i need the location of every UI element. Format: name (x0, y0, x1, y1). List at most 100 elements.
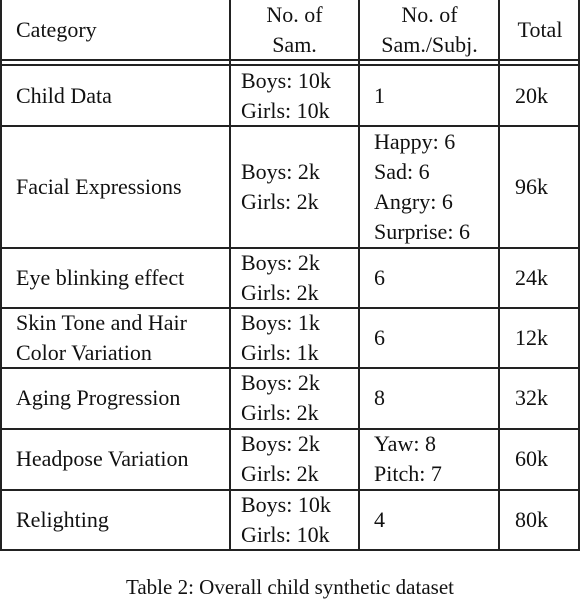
row-total: 24k (500, 248, 580, 308)
samples-boys: Boys: 10k (241, 68, 331, 93)
row-total: 32k (500, 368, 580, 428)
category-text: Facial Expressions (16, 174, 182, 199)
row-category: Facial Expressions (0, 126, 230, 248)
row-samples: Boys: 2k Girls: 2k (230, 428, 359, 490)
header-samples-line: No. of (266, 2, 323, 27)
samples-girls: Girls: 2k (241, 461, 319, 486)
row-samples: Boys: 2k Girls: 2k (230, 126, 359, 248)
column-divider (578, 0, 580, 551)
samples-girls: Girls: 10k (241, 98, 330, 123)
row-total: 96k (500, 126, 580, 248)
category-text: Skin Tone and Hair (16, 310, 187, 335)
row-category: Eye blinking effect (0, 248, 230, 308)
total-value: 32k (515, 385, 548, 410)
header-total: Total (500, 0, 580, 60)
header-category-label: Category (16, 17, 97, 42)
column-divider (0, 0, 2, 551)
samples-boys: Boys: 2k (241, 159, 320, 184)
row-samples: Boys: 2k Girls: 2k (230, 248, 359, 308)
row-per-subject: Yaw: 8 Pitch: 7 (359, 428, 500, 490)
header-sps-line: Sam./Subj. (381, 32, 478, 57)
column-divider (229, 0, 231, 551)
samples-girls: Girls: 10k (241, 522, 330, 547)
per-subject-value: Surprise: 6 (374, 219, 470, 244)
row-category: Headpose Variation (0, 428, 230, 490)
row-divider (0, 367, 580, 369)
row-category: Relighting (0, 490, 230, 550)
per-subject-value: 4 (374, 507, 385, 532)
row-samples: Boys: 10k Girls: 10k (230, 66, 359, 126)
samples-girls: Girls: 1k (241, 340, 319, 365)
column-divider (498, 0, 500, 551)
row-category: Child Data (0, 66, 230, 126)
per-subject-value: Sad: 6 (374, 159, 430, 184)
row-category: Skin Tone and Hair Color Variation (0, 308, 230, 368)
per-subject-value: Angry: 6 (374, 189, 453, 214)
row-samples: Boys: 10k Girls: 10k (230, 490, 359, 550)
per-subject-value: Pitch: 7 (374, 461, 442, 486)
category-text: Relighting (16, 507, 109, 532)
header-rule-bottom (0, 64, 580, 66)
row-divider (0, 247, 580, 249)
header-samples-line: Sam. (272, 32, 317, 57)
row-total: 20k (500, 66, 580, 126)
total-value: 24k (515, 265, 548, 290)
table-row: Relighting Boys: 10k Girls: 10k 4 80k (0, 490, 580, 550)
header-rule-top (0, 59, 580, 61)
category-text: Headpose Variation (16, 446, 189, 471)
samples-boys: Boys: 2k (241, 431, 320, 456)
total-value: 80k (515, 507, 548, 532)
total-value: 20k (515, 83, 548, 108)
samples-boys: Boys: 1k (241, 310, 320, 335)
row-divider (0, 125, 580, 127)
per-subject-value: 6 (374, 325, 385, 350)
header-samples-per-subject: No. of Sam./Subj. (359, 0, 500, 60)
row-per-subject: Happy: 6 Sad: 6 Angry: 6 Surprise: 6 (359, 126, 500, 248)
table-row: Child Data Boys: 10k Girls: 10k 1 20k (0, 66, 580, 126)
row-per-subject: 4 (359, 490, 500, 550)
table-row: Skin Tone and Hair Color Variation Boys:… (0, 308, 580, 368)
row-total: 80k (500, 490, 580, 550)
category-text: Color Variation (16, 340, 152, 365)
total-value: 60k (515, 446, 548, 471)
row-samples: Boys: 1k Girls: 1k (230, 308, 359, 368)
header-sps-line: No. of (401, 2, 458, 27)
table-row: Facial Expressions Boys: 2k Girls: 2k Ha… (0, 126, 580, 248)
row-divider (0, 307, 580, 309)
samples-girls: Girls: 2k (241, 189, 319, 214)
samples-girls: Girls: 2k (241, 400, 319, 425)
category-text: Eye blinking effect (16, 265, 185, 290)
table-bottom-rule (0, 549, 580, 551)
per-subject-value: Happy: 6 (374, 129, 456, 154)
column-divider (358, 0, 360, 551)
category-text: Aging Progression (16, 385, 181, 410)
row-total: 60k (500, 428, 580, 490)
row-per-subject: 6 (359, 308, 500, 368)
row-per-subject: 6 (359, 248, 500, 308)
table-row: Headpose Variation Boys: 2k Girls: 2k Ya… (0, 428, 580, 490)
table-row: Eye blinking effect Boys: 2k Girls: 2k 6… (0, 248, 580, 308)
header-samples: No. of Sam. (230, 0, 359, 60)
row-divider (0, 489, 580, 491)
row-per-subject: 1 (359, 66, 500, 126)
samples-girls: Girls: 2k (241, 280, 319, 305)
per-subject-value: 1 (374, 83, 385, 108)
per-subject-value: 8 (374, 385, 385, 410)
category-text: Child Data (16, 83, 112, 108)
row-samples: Boys: 2k Girls: 2k (230, 368, 359, 428)
header-total-label: Total (517, 17, 563, 42)
row-category: Aging Progression (0, 368, 230, 428)
total-value: 96k (515, 174, 548, 199)
table-row: Aging Progression Boys: 2k Girls: 2k 8 3… (0, 368, 580, 428)
per-subject-value: 6 (374, 265, 385, 290)
samples-boys: Boys: 2k (241, 370, 320, 395)
row-divider (0, 428, 580, 430)
row-per-subject: 8 (359, 368, 500, 428)
table-caption: Table 2: Overall child synthetic dataset (125, 575, 454, 599)
samples-boys: Boys: 10k (241, 492, 331, 517)
per-subject-value: Yaw: 8 (374, 431, 436, 456)
header-category: Category (0, 0, 230, 60)
row-total: 12k (500, 308, 580, 368)
total-value: 12k (515, 325, 548, 350)
samples-boys: Boys: 2k (241, 250, 320, 275)
